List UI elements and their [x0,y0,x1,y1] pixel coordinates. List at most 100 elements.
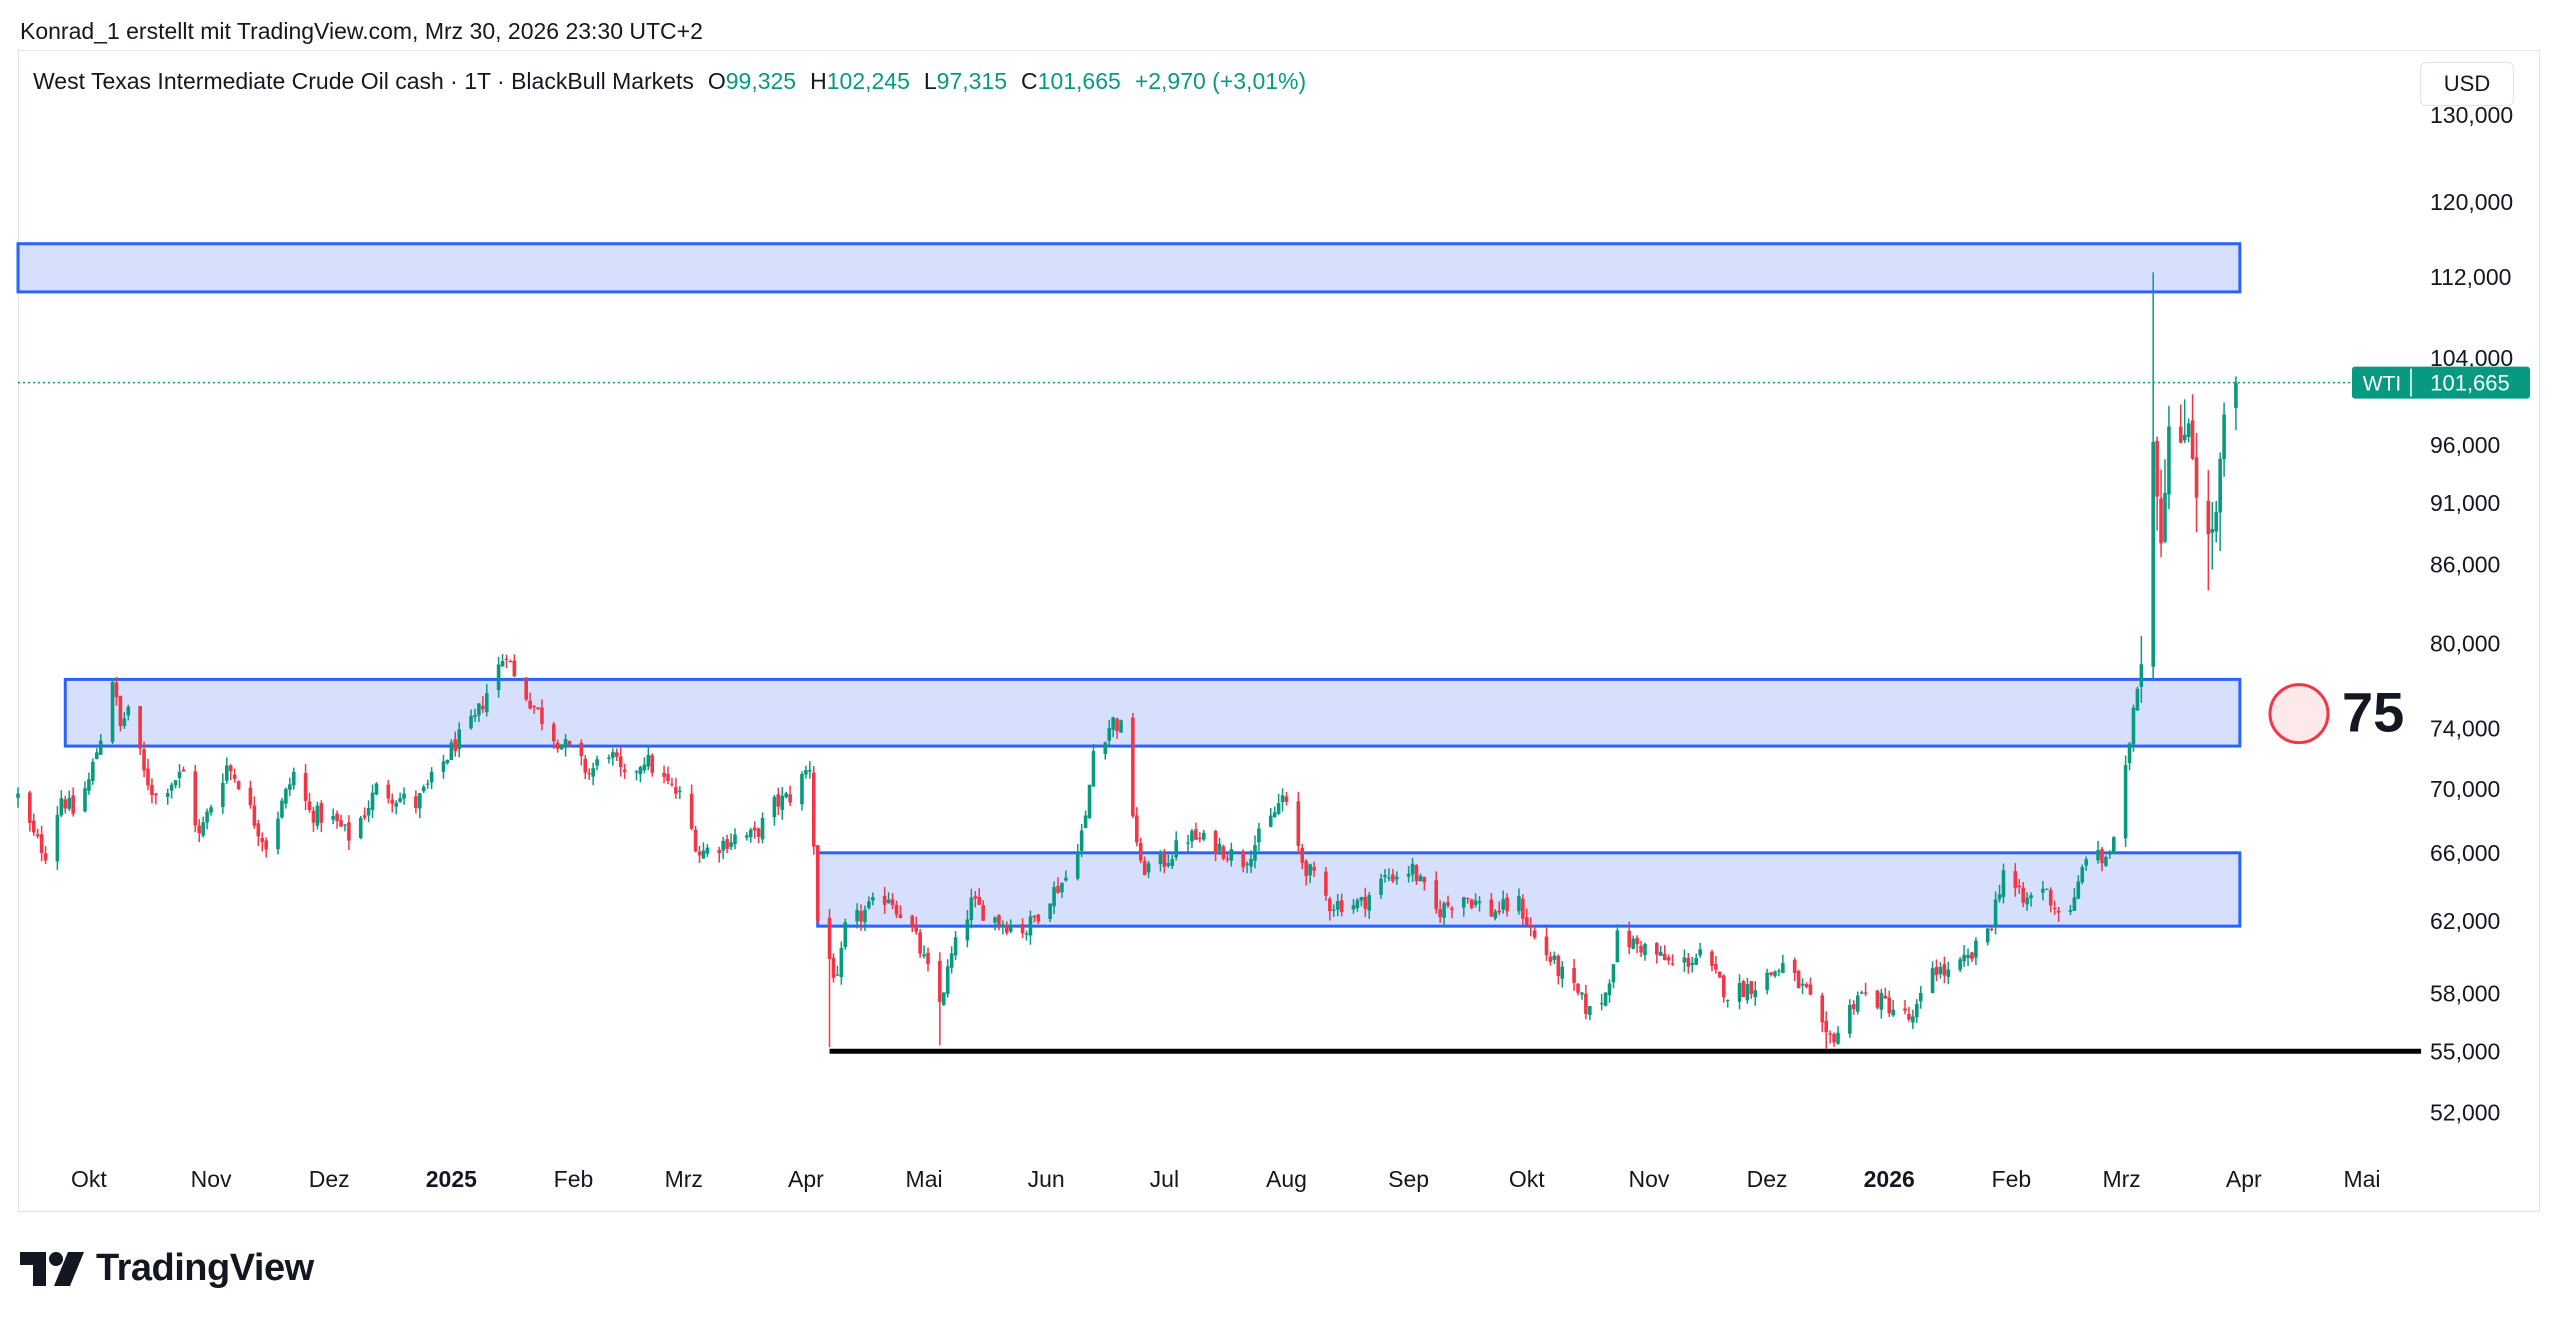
candle [1201,829,1206,842]
y-tick-label: 55,000 [2430,1038,2500,1064]
x-tick-label: Okt [1509,1166,1545,1192]
candle [1836,1026,1840,1045]
zone-rect-2[interactable] [63,677,2242,748]
symbol-legend[interactable]: West Texas Intermediate Crude Oil cash ·… [33,68,1306,95]
currency-button[interactable]: USD [2420,62,2514,106]
x-tick-label: Sep [1388,1166,1429,1192]
x-tick-label: 2025 [426,1166,477,1192]
candle [193,765,198,833]
candle [949,946,954,974]
candle [1166,854,1171,868]
candle [973,891,978,908]
candle [1525,908,1529,926]
candle [650,753,655,777]
candle [914,916,918,935]
candle [1469,898,1474,910]
candle [142,741,146,778]
candle [595,755,599,771]
candle [16,787,20,808]
candle [1800,978,1805,995]
candle [1450,905,1454,919]
y-tick-label: 74,000 [2430,715,2500,741]
lines-layer [18,381,2425,1054]
candle [481,696,485,714]
candle [2013,863,2018,897]
candle [2206,470,2211,591]
candle [524,676,528,702]
candle [670,777,674,787]
x-tick-label: Apr [788,1166,824,1192]
symbol-name[interactable]: West Texas Intermediate Crude Oil cash ·… [33,68,694,94]
candle [2080,864,2085,885]
candle [555,739,560,753]
marker-circle-icon[interactable] [2268,683,2330,745]
candle [1335,894,1340,917]
candle [1064,870,1068,882]
candle [1501,890,1505,914]
candle [418,792,422,819]
x-tick-label: Mrz [665,1166,703,1192]
candle [1359,896,1364,907]
high-value: 102,245 [826,68,910,94]
candle [1225,854,1230,863]
last-price-label: WTI 101,665 [2352,366,2530,399]
candle [1257,822,1261,852]
candle [1997,884,2002,903]
candle [1714,955,1718,974]
candle [1493,909,1498,921]
candle [1576,982,1580,996]
candle [94,748,99,760]
candle [910,914,915,933]
annotation-marker[interactable]: 75 [2268,681,2404,745]
candle [1111,716,1115,738]
candle [1060,882,1064,898]
candle [662,765,666,784]
chart-attribution: Konrad_1 erstellt mit TradingView.com, M… [20,18,703,44]
candle [441,754,446,779]
candle [1560,961,1565,988]
candle [146,758,150,791]
candle [1395,871,1399,885]
candle [311,806,316,832]
candle [2021,882,2025,908]
candle [2096,840,2100,864]
candle [1505,893,1509,917]
y-tick-label: 104,000 [2430,345,2513,371]
candle [260,832,265,852]
candle [39,825,44,862]
candle [1272,806,1277,818]
candle [1020,918,1025,939]
x-tick-label: Jun [1028,1166,1065,1192]
candle [31,813,36,836]
candle [831,953,836,983]
x-axis[interactable]: Okt Nov Dez 2025 Feb Mrz Apr Mai Jun Jul Aug Sep Okt… [71,1166,2380,1192]
candle [1934,959,1939,982]
candle [551,721,556,749]
candle [1985,928,1990,946]
candle [177,764,182,788]
candle [504,654,509,669]
candle [1268,807,1273,828]
close-label: C [1021,68,1038,94]
candle [886,892,891,904]
candle [827,908,832,1048]
candle [1162,848,1167,874]
candle [484,684,489,717]
candle [421,784,426,794]
candle [1391,868,1395,884]
candle [808,761,812,779]
candle [1087,784,1092,820]
candle [815,845,820,924]
candle [2104,855,2108,868]
x-tick-label: Dez [1747,1166,1788,1192]
change-value: +2,970 (+3,01%) [1134,68,1307,94]
candle [1855,991,1860,1015]
candle [532,705,536,714]
candle [1489,892,1494,918]
zone-rect-1[interactable] [16,242,2242,294]
candle [689,784,694,831]
tradingview-logo[interactable]: TradingView [20,1247,314,1290]
candle [118,695,123,732]
y-axis[interactable]: 52,000 55,000 58,000 62,000 66,000 70,000 74,0… [2430,102,2513,1125]
